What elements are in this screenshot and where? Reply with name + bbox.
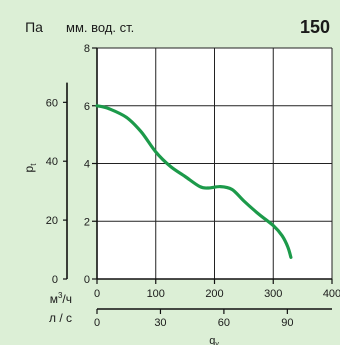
x-ls-tick-label: 90 — [281, 317, 293, 329]
x-ls-tick-label: 60 — [218, 317, 230, 329]
x-axis-title-main: q — [209, 335, 215, 345]
x-m3h-tick-label: 0 — [94, 288, 100, 300]
plot-layer: 0 2 4 6 8 0 20 40 60 0 100 200 300 400 0 30 60 90 — [46, 43, 340, 329]
x-axis-title-sub: v — [215, 341, 219, 345]
y-mm-tick-label: 2 — [84, 216, 90, 228]
y-pa-tick-label: 40 — [46, 156, 58, 168]
x-ls-tick-label: 0 — [94, 317, 100, 329]
y-axis-title: pt — [22, 163, 38, 173]
y-mm-tick-label: 4 — [84, 159, 90, 171]
flow-unit-m3h-base: м — [50, 292, 58, 306]
x-m3h-tick-label: 400 — [323, 288, 340, 300]
flow-unit-m3h: м3/ч — [50, 291, 72, 306]
y-pa-tick-label: 60 — [46, 97, 58, 109]
performance-curve — [95, 104, 293, 259]
y-mm-tick-label: 0 — [84, 274, 90, 286]
x-m3h-tick-label: 200 — [205, 288, 223, 300]
right-unit-label: мм. вод. ст. — [66, 20, 134, 35]
x-axis-title: qv — [209, 335, 219, 345]
left-unit-label: Па — [25, 19, 43, 35]
y-mm-tick-label: 8 — [84, 43, 90, 55]
flow-unit-ls: л / с — [49, 311, 72, 325]
y-mm-tick-label: 6 — [84, 101, 90, 113]
flow-unit-m3h-sup: 3 — [58, 291, 63, 300]
flow-unit-m3h-tail: /ч — [62, 292, 72, 306]
x-m3h-tick-label: 300 — [264, 288, 282, 300]
y-pa-tick-label: 0 — [52, 274, 58, 286]
y-axis-title-main: p — [22, 165, 36, 172]
y-pa-tick-label: 20 — [46, 215, 58, 227]
y-axis-title-sub: t — [29, 163, 38, 166]
x-ls-tick-label: 30 — [154, 317, 166, 329]
model-badge: 150 — [300, 17, 330, 37]
x-m3h-tick-label: 100 — [147, 288, 165, 300]
